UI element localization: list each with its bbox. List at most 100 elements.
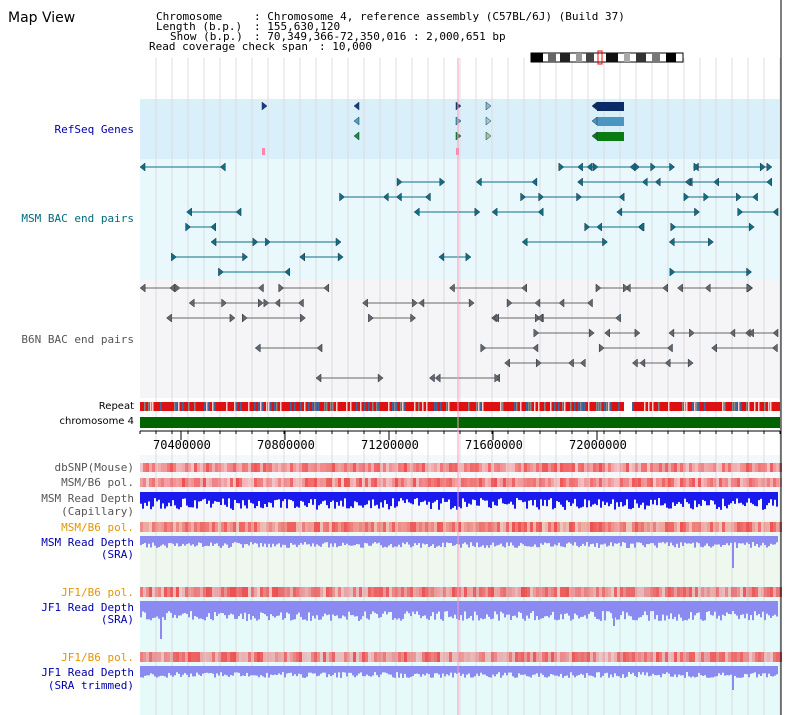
- polymorphism-cell: [329, 463, 332, 472]
- depth-bar: [320, 601, 322, 620]
- polymorphism-cell: [275, 522, 278, 532]
- polymorphism-cell: [758, 478, 761, 487]
- depth-bar: [678, 601, 680, 615]
- label-msm-bac[interactable]: MSM BAC end pairs: [21, 212, 134, 225]
- polymorphism-cell: [422, 587, 425, 597]
- polymorphism-cell: [668, 478, 671, 487]
- depth-bar: [762, 601, 764, 612]
- depth-bar: [722, 536, 724, 546]
- depth-bar: [690, 666, 692, 678]
- depth-bar: [438, 601, 440, 612]
- polymorphism-cell: [728, 587, 731, 597]
- depth-bar: [286, 601, 288, 613]
- depth-bar: [256, 492, 258, 507]
- depth-bar: [214, 536, 216, 544]
- polymorphism-cell: [695, 463, 698, 472]
- depth-bar: [314, 601, 316, 619]
- polymorphism-cell: [557, 478, 560, 487]
- depth-bar: [470, 536, 472, 543]
- depth-bar: [306, 601, 308, 621]
- depth-bar: [480, 601, 482, 619]
- label-jf1-depth-trim-1[interactable]: JF1 Read Depth: [41, 666, 134, 679]
- depth-bar: [730, 666, 732, 675]
- label-jf1-b6-pol-2[interactable]: JF1/B6 pol.: [61, 651, 134, 664]
- label-msm-depth-cap-1[interactable]: MSM Read Depth: [41, 492, 134, 505]
- polymorphism-cell: [767, 478, 770, 487]
- depth-bar: [630, 666, 632, 675]
- depth-bar: [390, 492, 392, 507]
- depth-bar: [576, 492, 578, 507]
- polymorphism-cell: [518, 587, 521, 597]
- polymorphism-cell: [224, 463, 227, 472]
- msm-pair-end: [396, 192, 402, 202]
- polymorphism-cell: [332, 522, 335, 532]
- depth-bar: [406, 601, 408, 612]
- polymorphism-cell: [494, 463, 497, 472]
- polymorphism-cell: [419, 652, 422, 662]
- label-b6n-bac[interactable]: B6N BAC end pairs: [21, 333, 134, 346]
- polymorphism-cell: [662, 652, 665, 662]
- depth-bar: [320, 666, 322, 674]
- depth-bar: [218, 601, 220, 614]
- depth-bar: [620, 536, 622, 547]
- depth-bar: [758, 536, 760, 548]
- polymorphism-cell: [293, 463, 296, 472]
- msm-pair-end: [670, 222, 677, 232]
- polymorphism-cell: [647, 478, 650, 487]
- polymorphism-cell: [143, 478, 146, 487]
- label-msm-b6-pol-1[interactable]: MSM/B6 pol.: [61, 476, 134, 489]
- polymorphism-cell: [614, 463, 617, 472]
- depth-bar: [382, 601, 384, 614]
- depth-bar: [534, 666, 536, 675]
- depth-bar: [492, 666, 494, 675]
- polymorphism-cell: [464, 652, 467, 662]
- polymorphism-cell: [290, 478, 293, 487]
- depth-bar: [540, 666, 542, 674]
- repeat-segment: [692, 402, 694, 411]
- repeat-segment: [558, 402, 560, 411]
- b6n-pair-end: [174, 283, 181, 293]
- polymorphism-cell: [182, 478, 185, 487]
- polymorphism-cell: [530, 652, 533, 662]
- polymorphism-cell: [386, 478, 389, 487]
- label-dbsnp[interactable]: dbSNP(Mouse): [54, 461, 134, 474]
- polymorphism-cell: [221, 522, 224, 532]
- depth-bar: [394, 536, 396, 547]
- depth-bar: [726, 666, 728, 676]
- depth-bar: [424, 666, 426, 676]
- depth-bar: [708, 492, 710, 506]
- depth-bar: [402, 536, 404, 543]
- polymorphism-cell: [314, 587, 317, 597]
- polymorphism-cell: [512, 478, 515, 487]
- polymorphism-cell: [308, 463, 311, 472]
- depth-bar: [432, 536, 434, 545]
- depth-bar: [338, 492, 340, 506]
- depth-bar: [520, 536, 522, 543]
- polymorphism-cell: [656, 587, 659, 597]
- depth-bar: [626, 492, 628, 500]
- label-msm-depth-sra-1[interactable]: MSM Read Depth: [41, 536, 134, 549]
- depth-bar: [564, 536, 566, 548]
- label-jf1-depth-sra-1[interactable]: JF1 Read Depth: [41, 601, 134, 614]
- label-refseq-genes[interactable]: RefSeq Genes: [54, 123, 134, 136]
- polymorphism-cell: [653, 463, 656, 472]
- depth-bar: [346, 666, 348, 677]
- depth-bar: [500, 536, 502, 544]
- polymorphism-cell: [170, 478, 173, 487]
- b6n-bac-track[interactable]: [139, 283, 779, 383]
- repeat-segment: [144, 402, 146, 411]
- label-jf1-b6-pol-1[interactable]: JF1/B6 pol.: [61, 586, 134, 599]
- msm-bac-track[interactable]: [139, 162, 779, 277]
- label-msm-b6-pol-2[interactable]: MSM/B6 pol.: [61, 521, 134, 534]
- depth-bar: [542, 536, 544, 545]
- polymorphism-cell: [197, 463, 200, 472]
- depth-bar: [350, 601, 352, 616]
- polymorphism-cell: [191, 587, 194, 597]
- position-axis: 70400000 70800000 71200000 71600000 72000000: [139, 430, 781, 452]
- depth-bar: [602, 601, 604, 612]
- depth-bar: [344, 666, 346, 673]
- polymorphism-cell: [242, 652, 245, 662]
- polymorphism-cell: [164, 478, 167, 487]
- repeat-segment: [754, 402, 756, 411]
